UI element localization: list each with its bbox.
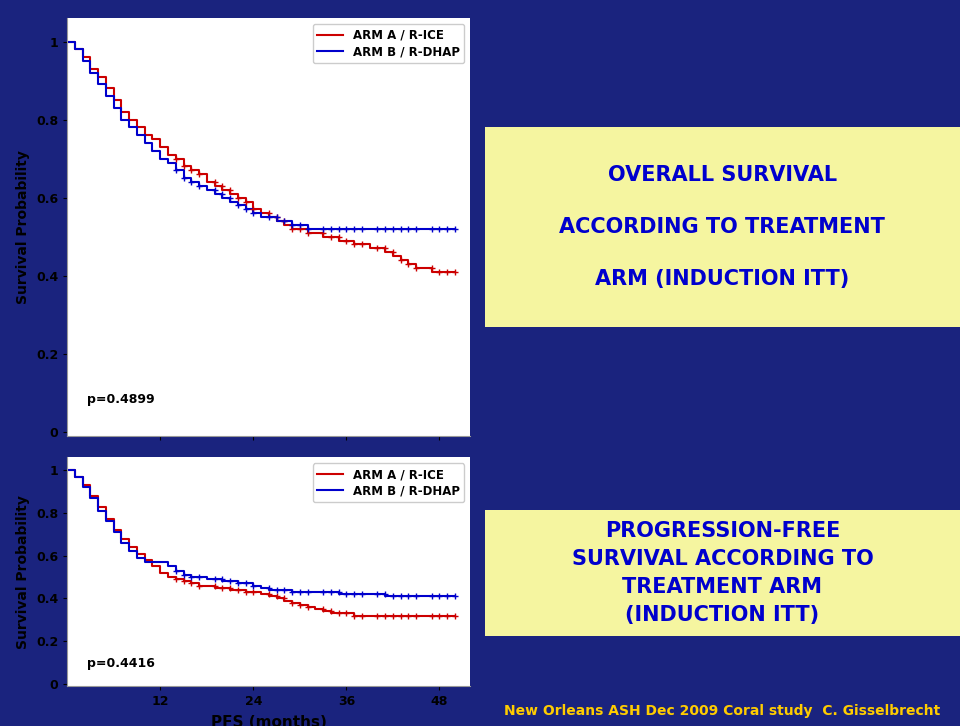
ARM B / R-DHAP (348, 224, 360, 233)
Legend: ARM A / R-ICE, ARM B / R-DHAP: ARM A / R-ICE, ARM B / R-DHAP (313, 463, 465, 502)
Text: p=0.4899: p=0.4899 (87, 393, 155, 407)
Text: TREATMENT ARM: TREATMENT ARM (622, 577, 823, 597)
ARM B / R-DHAP (185, 178, 197, 187)
ARM A / R-ICE (318, 607, 329, 616)
ARM B / R-DHAP (449, 592, 461, 600)
Text: p=0.4416: p=0.4416 (87, 657, 156, 670)
Text: ARM (INDUCTION ITT): ARM (INDUCTION ITT) (595, 269, 850, 289)
ARM B / R-DHAP (379, 592, 391, 600)
ARM B / R-DHAP (318, 587, 329, 596)
Y-axis label: Survival Probability: Survival Probability (16, 150, 31, 303)
Bar (485, 510, 960, 636)
ARM A / R-ICE (449, 267, 461, 276)
ARM A / R-ICE (442, 611, 453, 620)
ARM B / R-DHAP (178, 174, 189, 182)
ARM A / R-ICE (318, 232, 329, 241)
Text: (INDUCTION ITT): (INDUCTION ITT) (625, 605, 820, 625)
ARM B / R-DHAP (147, 558, 158, 566)
ARM B / R-DHAP (185, 573, 197, 582)
ARM A / R-ICE (178, 162, 189, 171)
Line: ARM A / R-ICE: ARM A / R-ICE (67, 470, 455, 616)
ARM A / R-ICE (178, 577, 189, 586)
ARM B / R-DHAP (61, 466, 73, 475)
ARM A / R-ICE (185, 579, 197, 588)
ARM A / R-ICE (341, 236, 352, 245)
Line: ARM A / R-ICE: ARM A / R-ICE (67, 41, 455, 272)
ARM A / R-ICE (426, 267, 438, 276)
ARM B / R-DHAP (147, 147, 158, 155)
ARM A / R-ICE (185, 166, 197, 175)
ARM A / R-ICE (442, 267, 453, 276)
Text: ACCORDING TO TREATMENT: ACCORDING TO TREATMENT (560, 217, 885, 237)
ARM A / R-ICE (147, 135, 158, 144)
ARM B / R-DHAP (341, 590, 352, 598)
ARM A / R-ICE (61, 37, 73, 46)
ARM A / R-ICE (147, 562, 158, 571)
ARM B / R-DHAP (325, 224, 337, 233)
ARM B / R-DHAP (442, 592, 453, 600)
Text: SURVIVAL ACCORDING TO: SURVIVAL ACCORDING TO (571, 549, 874, 569)
Line: ARM B / R-DHAP: ARM B / R-DHAP (67, 470, 455, 596)
Line: ARM B / R-DHAP: ARM B / R-DHAP (67, 41, 455, 229)
ARM A / R-ICE (341, 609, 352, 618)
ARM B / R-DHAP (178, 571, 189, 579)
ARM B / R-DHAP (442, 224, 453, 233)
ARM B / R-DHAP (61, 37, 73, 46)
Text: OVERALL SURVIVAL: OVERALL SURVIVAL (608, 165, 837, 184)
ARM A / R-ICE (348, 611, 360, 620)
Y-axis label: Survival Probability: Survival Probability (16, 495, 31, 648)
X-axis label: PFS (months): PFS (months) (211, 715, 326, 726)
ARM A / R-ICE (61, 466, 73, 475)
Legend: ARM A / R-ICE, ARM B / R-DHAP: ARM A / R-ICE, ARM B / R-DHAP (313, 24, 465, 63)
Bar (485, 127, 960, 327)
Text: New Orleans ASH Dec 2009 Coral study  C. Gisselbrecht: New Orleans ASH Dec 2009 Coral study C. … (504, 704, 941, 719)
ARM A / R-ICE (449, 611, 461, 620)
ARM B / R-DHAP (301, 224, 313, 233)
ARM B / R-DHAP (449, 224, 461, 233)
Text: PROGRESSION-FREE: PROGRESSION-FREE (605, 521, 840, 541)
